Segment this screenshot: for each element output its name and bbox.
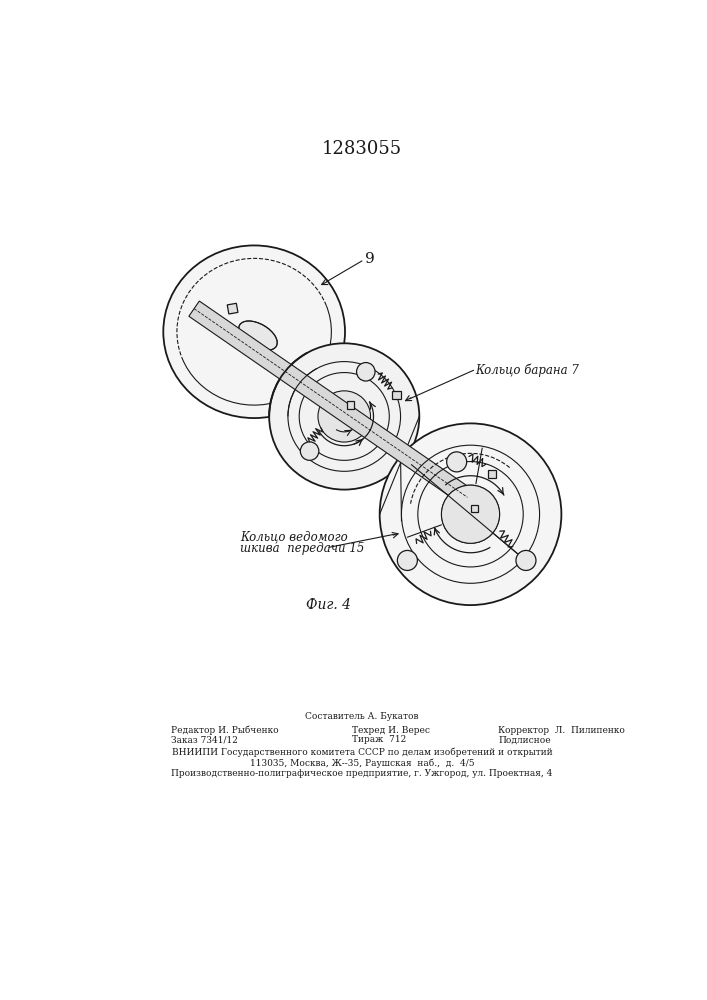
Text: шкива  передачи 15: шкива передачи 15 [240, 542, 365, 555]
Text: Составитель А. Букатов: Составитель А. Букатов [305, 712, 419, 721]
Ellipse shape [163, 245, 345, 418]
Ellipse shape [441, 485, 500, 543]
Text: Кольцо барана 7: Кольцо барана 7 [475, 363, 579, 377]
Text: Корректор  Л.  Пилипенко: Корректор Л. Пилипенко [498, 726, 625, 735]
Bar [346, 401, 354, 409]
Ellipse shape [269, 343, 419, 490]
Circle shape [447, 452, 467, 472]
Bar [227, 303, 238, 314]
Circle shape [516, 550, 536, 570]
Ellipse shape [318, 391, 370, 442]
Circle shape [397, 550, 417, 570]
Ellipse shape [239, 321, 277, 350]
Text: Подлисное: Подлисное [498, 735, 551, 744]
Text: 113035, Москва, Ж--35, Раушская  наб.,  д.  4/5: 113035, Москва, Ж--35, Раушская наб., д.… [250, 758, 474, 768]
Text: 9: 9 [365, 252, 375, 266]
Text: 1283055: 1283055 [322, 140, 402, 158]
Text: Производственно-полиграфическое предприятие, г. Ужгород, ул. Проектная, 4: Производственно-полиграфическое предприя… [171, 769, 553, 778]
Text: Редактор И. Рыбченко: Редактор И. Рыбченко [171, 726, 279, 735]
Text: Тираж  712: Тираж 712 [352, 735, 407, 744]
Bar [392, 391, 401, 399]
Bar [471, 505, 478, 512]
Text: ВНИИПИ Государственного комитета СССР по делам изобретений и открытий: ВНИИПИ Государственного комитета СССР по… [172, 747, 552, 757]
Text: Техред И. Верес: Техред И. Верес [352, 726, 430, 735]
Polygon shape [189, 301, 473, 505]
Ellipse shape [380, 423, 561, 605]
Circle shape [356, 363, 375, 381]
Bar [489, 470, 496, 478]
Text: Фиг. 4: Фиг. 4 [306, 598, 351, 612]
Text: Кольцо ведомого: Кольцо ведомого [240, 530, 348, 544]
Circle shape [300, 442, 319, 460]
Text: Заказ 7341/12: Заказ 7341/12 [171, 735, 238, 744]
